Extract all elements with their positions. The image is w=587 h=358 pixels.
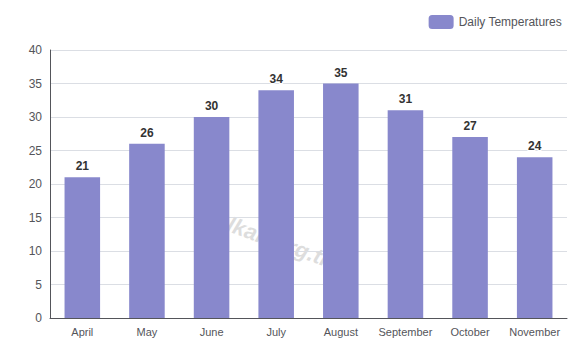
svg-text:August: August	[324, 326, 358, 338]
svg-text:Daily Temperatures: Daily Temperatures	[459, 15, 562, 29]
svg-text:30: 30	[205, 99, 219, 113]
svg-text:20: 20	[29, 177, 43, 191]
svg-text:0: 0	[35, 311, 42, 325]
svg-text:10: 10	[29, 244, 43, 258]
svg-text:34: 34	[270, 72, 284, 86]
svg-text:30: 30	[29, 110, 43, 124]
svg-text:35: 35	[29, 77, 43, 91]
svg-text:35: 35	[334, 66, 348, 80]
svg-text:July: July	[266, 326, 286, 338]
svg-text:24: 24	[528, 139, 542, 153]
svg-text:November: November	[509, 326, 560, 338]
svg-text:26: 26	[140, 126, 154, 140]
svg-text:October: October	[450, 326, 489, 338]
svg-text:May: May	[137, 326, 158, 338]
svg-text:27: 27	[463, 119, 477, 133]
svg-text:April: April	[71, 326, 93, 338]
svg-text:September: September	[379, 326, 433, 338]
svg-text:25: 25	[29, 144, 43, 158]
svg-text:June: June	[200, 326, 224, 338]
svg-text:5: 5	[35, 278, 42, 292]
svg-text:21: 21	[76, 159, 90, 173]
svg-text:15: 15	[29, 211, 43, 225]
svg-text:31: 31	[399, 92, 413, 106]
svg-text:40: 40	[29, 43, 43, 57]
